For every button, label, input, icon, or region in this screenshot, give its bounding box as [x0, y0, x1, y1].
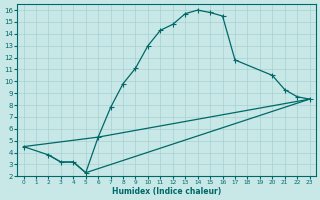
- X-axis label: Humidex (Indice chaleur): Humidex (Indice chaleur): [112, 187, 221, 196]
